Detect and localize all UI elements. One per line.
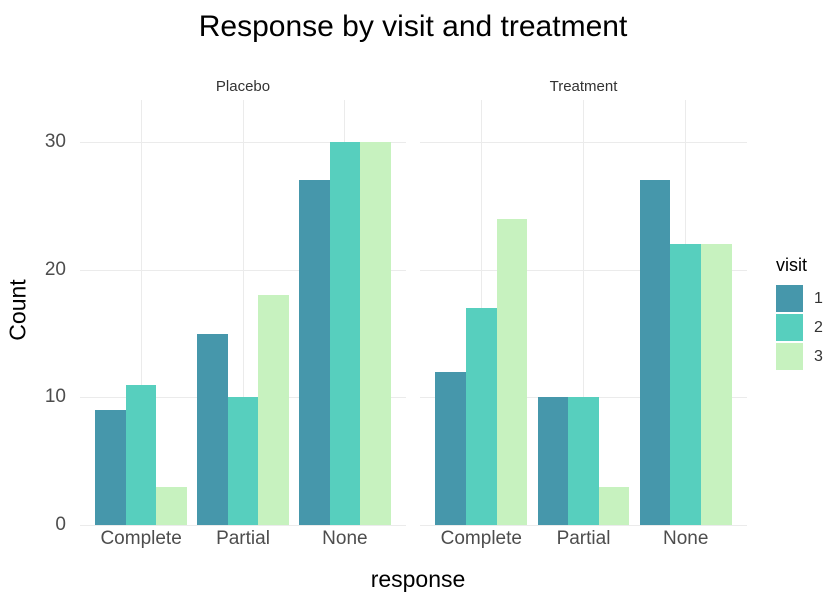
x-tick-label: Complete — [100, 528, 182, 549]
major-gridline-horizontal — [80, 525, 406, 526]
bar-treatment-complete-visit3 — [496, 218, 528, 525]
bar-placebo-complete-visit1 — [95, 410, 126, 525]
major-gridline-horizontal — [420, 525, 747, 526]
legend-key-swatch — [776, 343, 803, 370]
legend-key-swatch — [776, 314, 803, 341]
legend-key-label: 2 — [814, 318, 823, 336]
bar-placebo-complete-visit2 — [125, 384, 157, 525]
bar-placebo-complete-visit3 — [156, 486, 187, 525]
major-gridline-vertical — [583, 100, 584, 525]
chart-title: Response by visit and treatment — [198, 10, 628, 43]
facet-strip-label: Placebo — [215, 78, 271, 95]
legend-entry-visit-3: 3 — [776, 343, 823, 370]
bar-treatment-none-visit3 — [701, 244, 732, 525]
legend-entries: 1 2 3 — [776, 285, 823, 370]
legend-key-label: 3 — [814, 347, 823, 365]
x-tick-label: None — [662, 528, 709, 549]
major-gridline-vertical — [242, 100, 244, 525]
bar-placebo-partial-visit3 — [258, 295, 289, 525]
bar-treatment-complete-visit1 — [435, 371, 466, 525]
legend-title: visit — [776, 255, 807, 275]
bar-treatment-partial-visit1 — [537, 397, 569, 525]
bar-placebo-partial-visit1 — [197, 333, 228, 525]
x-axis-title: response — [370, 566, 466, 592]
x-tick-label: None — [322, 528, 368, 549]
y-tick-label: 20 — [44, 258, 66, 280]
facet-strip-label: Treatment — [549, 78, 618, 95]
x-tick-label: Complete — [440, 528, 522, 549]
legend: visit 1 2 3 — [776, 255, 823, 372]
bar-placebo-none-visit3 — [360, 142, 391, 525]
bar-placebo-none-visit1 — [299, 180, 330, 525]
major-gridline-vertical — [140, 100, 142, 525]
legend-entry-visit-2: 2 — [776, 314, 823, 341]
legend-key-swatch — [776, 285, 803, 312]
bar-treatment-complete-visit2 — [465, 307, 497, 525]
y-tick-label: 0 — [55, 514, 66, 535]
x-tick-label: Partial — [216, 528, 270, 549]
bar-treatment-partial-visit3 — [598, 486, 630, 525]
bar-treatment-none-visit2 — [670, 244, 702, 525]
bar-treatment-partial-visit2 — [568, 397, 599, 525]
bar-placebo-none-visit2 — [329, 142, 361, 525]
legend-entry-visit-1: 1 — [776, 285, 823, 312]
legend-key-label: 1 — [814, 289, 823, 307]
y-tick-label: 30 — [44, 131, 66, 152]
y-tick-label: 10 — [44, 386, 66, 408]
x-tick-label: Partial — [556, 528, 611, 549]
bar-placebo-partial-visit2 — [227, 397, 259, 525]
y-axis-title: Count — [4, 279, 31, 341]
bar-treatment-none-visit1 — [639, 180, 671, 525]
